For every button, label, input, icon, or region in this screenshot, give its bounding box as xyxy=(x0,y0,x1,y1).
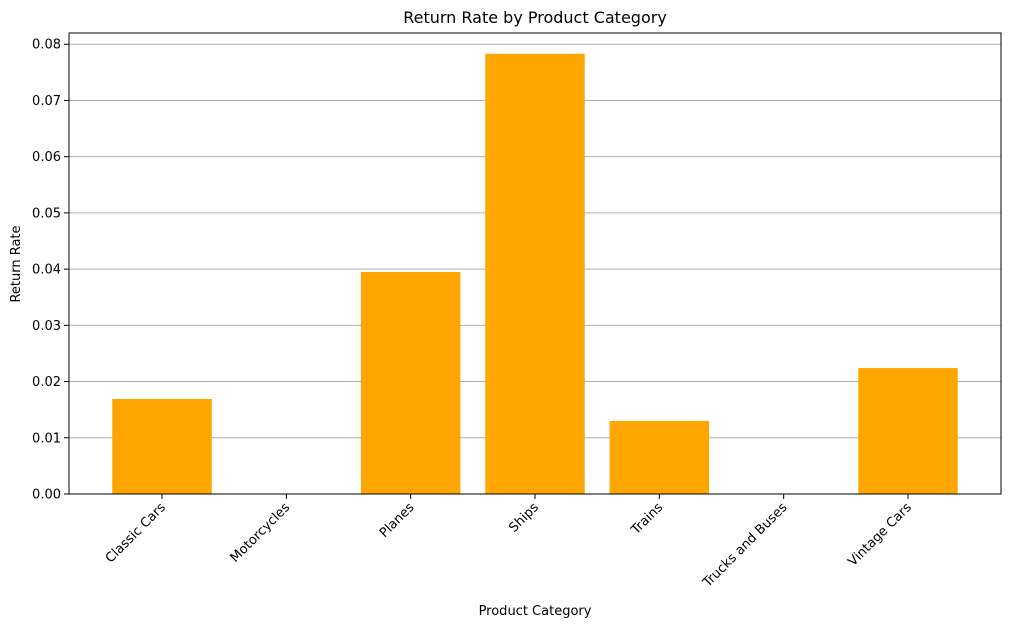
bar xyxy=(485,53,585,495)
y-tick-label: 0.05 xyxy=(32,206,61,221)
y-axis-label: Return Rate xyxy=(9,225,24,302)
y-tick-label: 0.08 xyxy=(32,38,61,53)
bar xyxy=(112,398,212,494)
y-tick-label: 0.01 xyxy=(32,431,61,446)
y-tick-label: 0.04 xyxy=(32,263,61,278)
y-tick-label: 0.03 xyxy=(32,319,61,334)
x-axis-label: Product Category xyxy=(479,604,592,619)
x-axis-ticks: Classic Cars Motorcycles Planes Ships Trains… xyxy=(103,494,915,591)
y-tick-label: 0.00 xyxy=(32,488,61,503)
x-tick-label: Planes xyxy=(377,500,418,541)
x-tick-label: Motorcycles xyxy=(228,500,294,566)
chart-title: Return Rate by Product Category xyxy=(403,8,667,27)
x-tick-label: Trucks and Buses xyxy=(700,500,791,591)
y-tick-label: 0.06 xyxy=(32,150,61,165)
y-axis-ticks: 0.00 0.01 0.02 0.03 0.04 0.05 0.06 0.07 0.08 xyxy=(32,38,69,503)
bars xyxy=(112,53,958,495)
x-tick-label: Vintage Cars xyxy=(845,500,915,570)
bar xyxy=(609,420,710,494)
y-tick-label: 0.02 xyxy=(32,375,61,390)
bar xyxy=(360,271,461,494)
x-tick-label: Ships xyxy=(506,500,542,536)
x-tick-label: Trains xyxy=(628,500,666,538)
x-tick-label: Classic Cars xyxy=(103,500,169,566)
bar xyxy=(858,368,958,494)
y-tick-label: 0.07 xyxy=(32,94,61,109)
